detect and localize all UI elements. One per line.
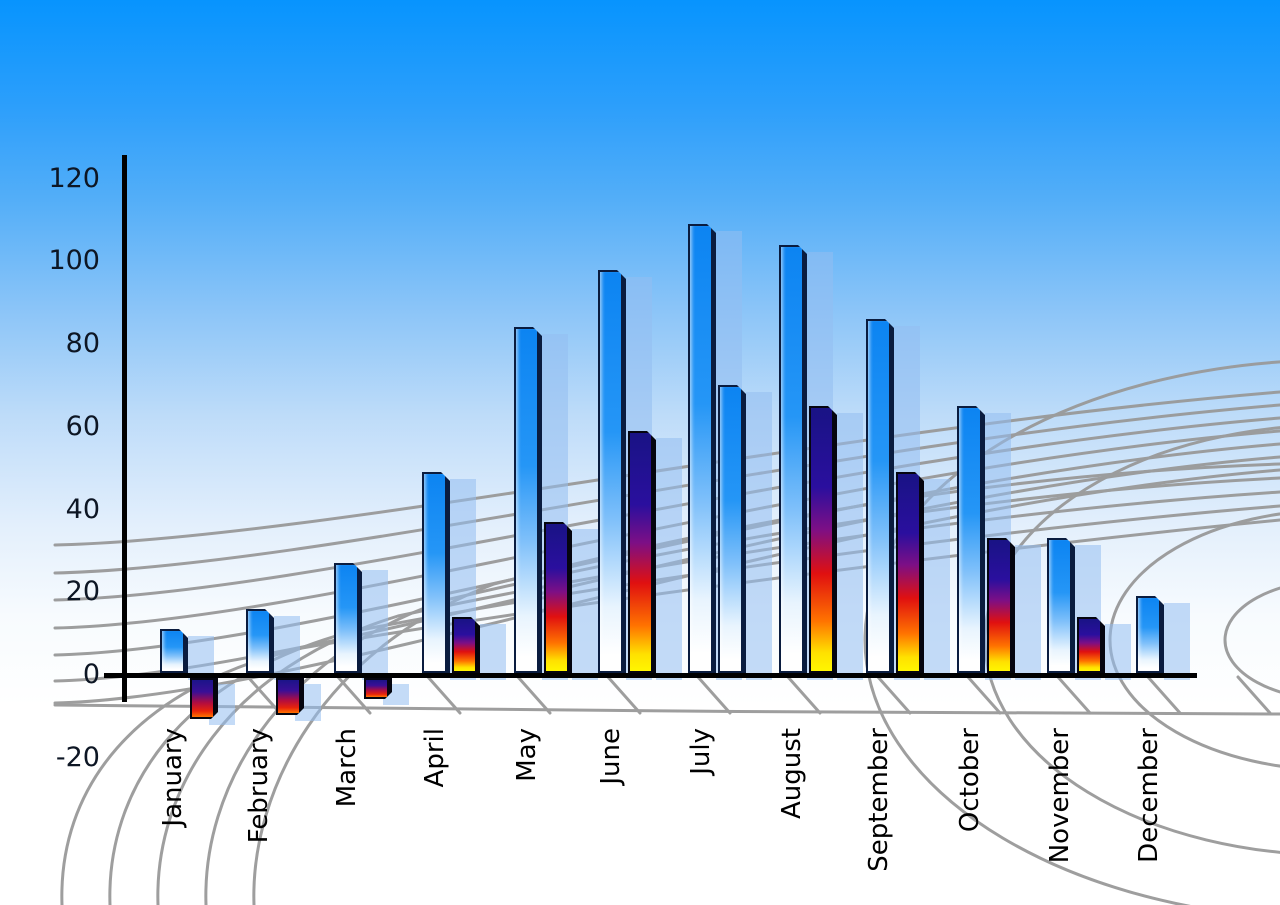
month-label-text: June	[596, 728, 626, 785]
bar-secondary-shadow	[656, 438, 682, 680]
month-label-text: February	[244, 728, 274, 844]
x-axis-line	[104, 673, 1197, 678]
bar-primary	[1136, 596, 1164, 673]
bar-primary	[514, 327, 542, 673]
bar-secondary	[452, 617, 480, 673]
month-label-text: July	[686, 728, 716, 775]
y-tick-label: 100	[48, 245, 100, 276]
bar-secondary	[628, 431, 656, 673]
y-tick-label: -20	[55, 742, 100, 773]
bar-primary	[957, 406, 985, 673]
bar-secondary-shadow	[837, 413, 863, 680]
bar-secondary-shadow	[572, 529, 598, 680]
y-tick-label: 120	[48, 163, 100, 194]
bar-secondary-shadow	[1015, 545, 1041, 680]
month-label-text: December	[1134, 728, 1164, 863]
y-tick-label: 20	[65, 576, 100, 607]
bar-secondary-shadow	[1105, 624, 1131, 680]
bar-secondary-shadow	[480, 624, 506, 680]
bar-secondary-shadow	[924, 479, 950, 680]
month-label-text: October	[955, 728, 985, 833]
bar-secondary	[190, 678, 218, 719]
month-label-text: April	[420, 728, 450, 788]
bar-primary-shadow	[274, 616, 300, 680]
bar-secondary	[364, 678, 392, 699]
bar-primary	[779, 245, 807, 673]
bar-secondary	[276, 678, 304, 715]
y-tick-label: 0	[82, 659, 100, 690]
bar-secondary	[1077, 617, 1105, 673]
bar-secondary-shadow	[746, 392, 772, 680]
bar-primary	[246, 609, 274, 673]
bar-primary	[1047, 538, 1075, 673]
month-label-text: January	[158, 728, 188, 827]
bar-secondary	[809, 406, 837, 673]
y-tick-label: 40	[65, 494, 100, 525]
bar-secondary	[544, 522, 572, 673]
bar-primary	[334, 563, 362, 673]
bar-primary	[160, 629, 188, 673]
bar-primary-shadow	[362, 570, 388, 680]
month-label-text: March	[332, 728, 362, 808]
bar-primary	[866, 319, 894, 673]
month-label-text: May	[512, 728, 542, 782]
month-label-text: August	[777, 728, 807, 819]
bar-secondary	[987, 538, 1015, 673]
month-label-text: November	[1045, 728, 1075, 864]
bar-secondary	[718, 385, 746, 673]
y-axis-line	[122, 155, 127, 702]
bar-primary	[598, 270, 626, 673]
month-label-text: September	[864, 728, 894, 872]
bar-primary-shadow	[1164, 603, 1190, 680]
y-tick-label: 80	[65, 328, 100, 359]
bar-secondary	[896, 472, 924, 673]
y-tick-label: 60	[65, 411, 100, 442]
bar-primary	[422, 472, 450, 673]
bar-primary	[688, 224, 716, 673]
